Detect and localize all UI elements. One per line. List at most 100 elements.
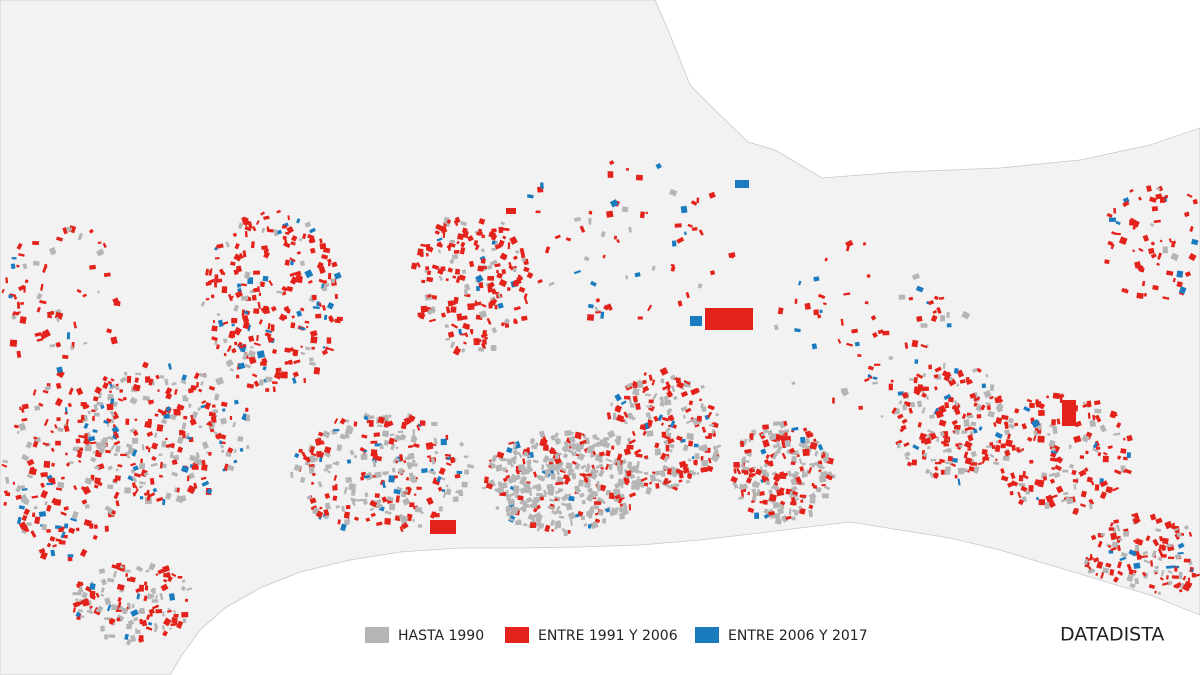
- building: [701, 426, 707, 433]
- building: [620, 507, 630, 516]
- building: [1063, 491, 1069, 496]
- building: [1010, 480, 1019, 487]
- building: [645, 486, 652, 495]
- building: [113, 491, 120, 500]
- building: [832, 397, 835, 404]
- building: [506, 208, 516, 214]
- building: [1094, 408, 1102, 414]
- building: [790, 477, 798, 486]
- building: [435, 513, 440, 518]
- building: [966, 379, 973, 385]
- building: [575, 513, 580, 518]
- building: [292, 377, 297, 384]
- building: [182, 394, 188, 401]
- building: [449, 239, 455, 244]
- building: [289, 257, 296, 263]
- building: [138, 485, 144, 489]
- building: [213, 431, 218, 435]
- building: [798, 505, 802, 510]
- building: [162, 565, 171, 573]
- building: [825, 474, 833, 481]
- building: [961, 413, 967, 420]
- building: [539, 496, 545, 501]
- building: [186, 484, 196, 495]
- building: [109, 410, 116, 417]
- building: [270, 324, 275, 332]
- building: [934, 466, 939, 471]
- building: [1052, 426, 1058, 434]
- building: [208, 451, 212, 456]
- building: [933, 374, 939, 379]
- building: [271, 348, 278, 354]
- legend-label: ENTRE 2006 Y 2017: [728, 628, 868, 644]
- building: [326, 337, 332, 344]
- building: [963, 451, 969, 459]
- building: [190, 384, 197, 391]
- building: [814, 450, 819, 457]
- building: [200, 476, 207, 481]
- building: [938, 296, 945, 300]
- building: [1190, 568, 1194, 572]
- building: [478, 310, 488, 319]
- building: [943, 441, 947, 446]
- buildings: [1, 160, 1200, 646]
- building: [645, 211, 648, 215]
- building: [284, 259, 291, 266]
- building: [607, 171, 614, 178]
- building: [134, 418, 138, 422]
- building: [426, 294, 432, 298]
- building: [526, 466, 532, 472]
- building: [430, 457, 436, 465]
- building: [575, 446, 582, 453]
- building: [1023, 406, 1031, 413]
- building: [605, 507, 611, 513]
- building: [186, 475, 190, 482]
- building: [198, 425, 203, 429]
- building: [284, 360, 290, 365]
- building: [124, 633, 129, 641]
- building: [426, 496, 434, 506]
- building: [5, 476, 10, 484]
- building: [1099, 491, 1107, 500]
- building: [1109, 522, 1114, 527]
- building: [751, 496, 757, 501]
- building: [577, 456, 584, 461]
- building: [1102, 455, 1109, 463]
- building: [946, 323, 952, 328]
- building: [1049, 478, 1056, 484]
- building: [115, 500, 120, 507]
- building: [908, 296, 914, 301]
- building: [769, 508, 774, 512]
- building: [644, 393, 652, 397]
- building: [135, 565, 144, 573]
- building: [377, 424, 383, 428]
- building: [266, 226, 270, 231]
- building: [185, 598, 189, 602]
- building: [323, 508, 330, 516]
- building: [406, 461, 412, 470]
- building: [244, 225, 252, 232]
- building: [237, 362, 246, 370]
- building: [1122, 200, 1130, 208]
- building: [64, 423, 67, 427]
- building: [888, 383, 893, 391]
- building: [444, 324, 449, 328]
- building: [1119, 556, 1127, 562]
- building: [791, 472, 799, 479]
- building: [1159, 576, 1164, 581]
- legend-label: HASTA 1990: [398, 628, 484, 644]
- building: [590, 520, 599, 530]
- building: [994, 431, 1003, 439]
- building: [473, 338, 480, 343]
- building: [363, 474, 371, 479]
- building: [450, 306, 457, 313]
- building: [989, 384, 995, 391]
- building: [169, 451, 174, 459]
- building: [753, 430, 757, 436]
- building: [72, 592, 80, 596]
- building: [1090, 534, 1097, 541]
- building: [1162, 582, 1169, 586]
- building: [624, 421, 628, 425]
- building: [18, 284, 26, 292]
- building: [1104, 259, 1110, 265]
